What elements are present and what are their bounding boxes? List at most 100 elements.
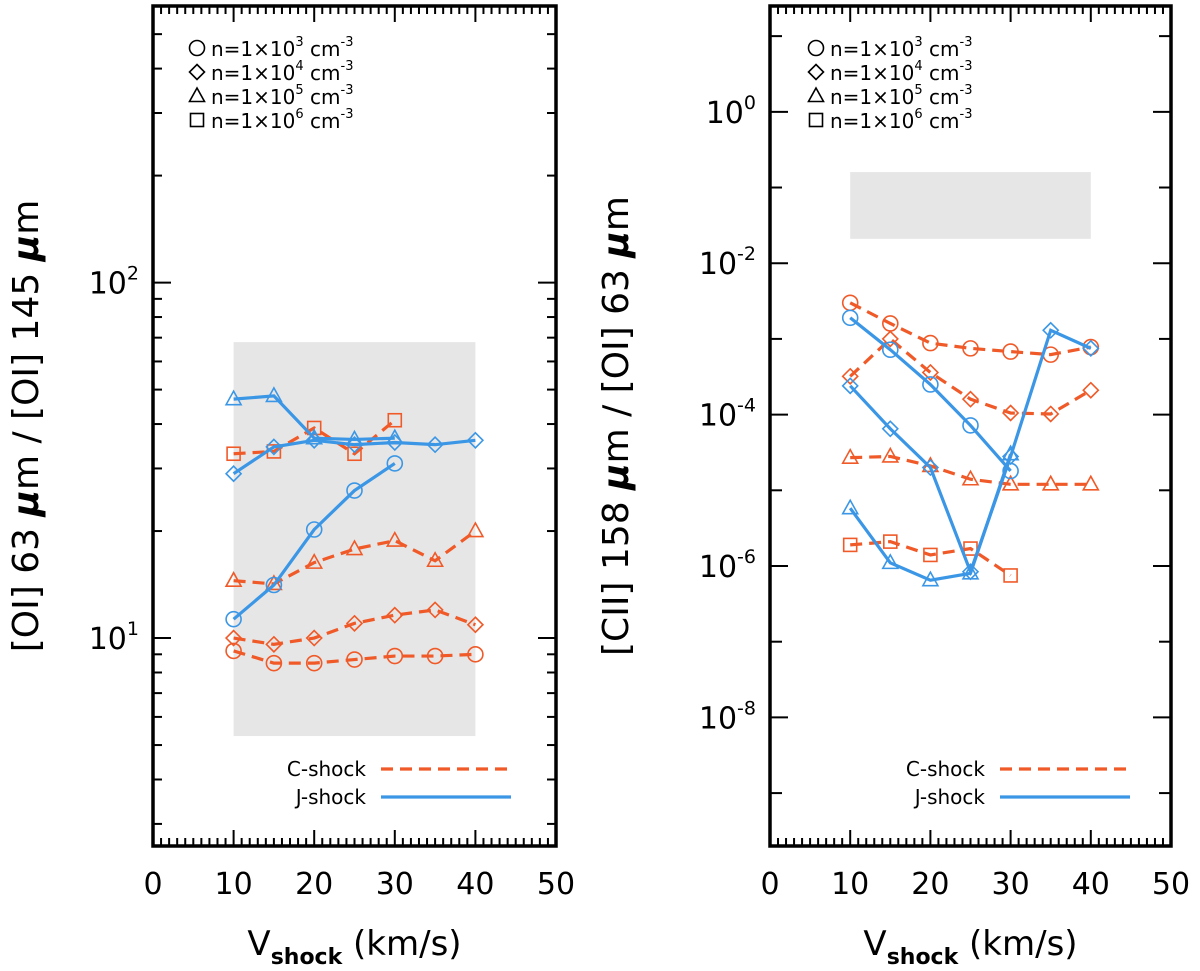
density-legend-label: n=1×103 cm-3 <box>830 35 972 61</box>
j-shock-point-circle <box>841 309 859 327</box>
j-shock-point-diamond <box>921 458 940 477</box>
c-shock-point-diamond <box>1001 404 1020 422</box>
c-shock-point-square <box>882 534 898 549</box>
c-shock-point-triangle <box>1081 474 1100 491</box>
c-shock-line-n1e3 <box>233 649 476 665</box>
x-tick-label: 0 <box>143 867 162 902</box>
c-shock-point-circle <box>467 646 484 663</box>
density-legend-label: n=1×103 cm-3 <box>211 35 353 61</box>
plot-frame <box>768 4 1173 848</box>
j-shock-point-triangle <box>305 428 324 445</box>
j-shock-point-diamond <box>881 420 899 438</box>
x-tick-label: 10 <box>831 867 869 902</box>
density-legend: n=1×103 cm-3n=1×104 cm-3n=1×105 cm-3n=1×… <box>188 35 353 133</box>
c-shock-point-diamond <box>466 616 485 634</box>
j-shock-line-n1e5 <box>848 453 1013 582</box>
j-shock-point-diamond <box>224 465 243 483</box>
c-shock-point-triangle <box>265 574 283 591</box>
x-tick-label: 50 <box>537 867 575 902</box>
c-shock-point-circle <box>1082 338 1100 356</box>
x-tick-label: 10 <box>215 867 253 902</box>
c-shock-legend-label: C-shock <box>906 757 986 781</box>
c-shock-point-circle <box>346 651 363 668</box>
c-shock-line-n1e4 <box>233 608 476 646</box>
c-shock-point-circle <box>305 654 323 672</box>
c-shock-point-diamond <box>921 363 940 382</box>
c-shock-point-square <box>306 420 322 436</box>
j-shock-point-circle <box>265 576 283 594</box>
j-shock-point-diamond <box>1082 339 1100 357</box>
y-tick-label: 101 <box>89 618 139 657</box>
c-shock-point-triangle <box>961 469 980 486</box>
j-shock-point-triangle <box>961 563 980 580</box>
y-tick-label: 10-4 <box>699 395 756 434</box>
plot-frame <box>151 4 558 848</box>
j-shock-point-circle <box>962 417 979 434</box>
y-axis-label: [CII] 158 μm / [OI] 63 μm <box>596 196 637 656</box>
c-shock-point-triangle <box>426 551 444 568</box>
c-shock-legend-label: C-shock <box>287 757 367 781</box>
density-legend-label: n=1×105 cm-3 <box>830 83 972 109</box>
density-legend: n=1×103 cm-3n=1×104 cm-3n=1×105 cm-3n=1×… <box>807 35 972 133</box>
c-shock-point-circle <box>1002 343 1019 360</box>
x-axis-label: Vshock (km/s) <box>247 924 461 970</box>
c-shock-point-triangle <box>305 552 324 569</box>
j-shock-point-circle <box>386 455 404 472</box>
j-shock-point-triangle <box>345 429 364 446</box>
density-legend-label: n=1×104 cm-3 <box>830 59 972 85</box>
x-tick-label: 40 <box>1072 867 1110 902</box>
c-shock-point-triangle <box>1001 474 1020 491</box>
c-shock-point-triangle <box>841 448 860 464</box>
j-shock-point-triangle <box>841 498 860 515</box>
legend-triangle-marker <box>807 86 825 103</box>
j-shock-point-circle <box>922 376 939 393</box>
j-shock-point-triangle <box>265 386 283 403</box>
c-shock-point-diamond <box>265 635 283 653</box>
y-tick-label: 102 <box>89 263 139 302</box>
c-shock-point-triangle <box>881 446 900 463</box>
shock-legend: C-shock J-shock <box>906 757 1130 809</box>
j-shock-line-n1e5 <box>233 394 395 442</box>
c-shock-line-n1e4 <box>849 336 1092 416</box>
legend-diamond-marker <box>188 63 206 81</box>
x-tick-label: 50 <box>1152 867 1190 902</box>
j-shock-legend-label: J-shock <box>294 785 367 809</box>
j-shock-legend-label: J-shock <box>913 785 986 809</box>
j-shock-point-triangle <box>921 570 940 587</box>
c-shock-point-circle <box>386 647 404 665</box>
c-shock-point-square <box>1003 568 1018 583</box>
c-shock-point-diamond <box>881 330 899 348</box>
observed-range-box <box>850 172 1091 239</box>
density-legend-label: n=1×105 cm-3 <box>211 83 353 109</box>
j-shock-point-circle <box>225 610 242 628</box>
j-shock-point-diamond <box>426 436 444 454</box>
y-tick-label: 10-6 <box>699 546 756 585</box>
c-shock-point-diamond <box>345 614 364 632</box>
x-tick-label: 0 <box>760 867 779 902</box>
legend-diamond-marker <box>807 63 825 81</box>
c-shock-point-circle <box>426 647 444 665</box>
y-tick-label: 10-8 <box>699 697 756 736</box>
c-shock-line-n1e6 <box>850 539 1012 577</box>
c-shock-point-circle <box>962 340 979 357</box>
c-shock-line-n1e3 <box>849 301 1092 357</box>
c-shock-point-diamond <box>305 629 323 647</box>
legend-triangle-marker <box>188 86 206 103</box>
c-shock-point-square <box>923 547 938 563</box>
c-shock-point-diamond <box>386 606 404 624</box>
shock-legend: C-shock J-shock <box>287 757 511 809</box>
j-shock-point-triangle <box>224 389 243 406</box>
j-shock-point-diamond <box>1042 321 1060 339</box>
right-panel: 0 10 20 30 40 50 10-8 10-6 10-4 10-2 100 n=1×103 cm… <box>596 4 1190 970</box>
x-tick-label: 20 <box>295 867 333 902</box>
j-shock-point-circle <box>881 341 899 359</box>
x-tick-label: 40 <box>456 867 494 902</box>
j-shock-point-triangle <box>1001 444 1020 461</box>
c-shock-point-square <box>347 446 362 462</box>
c-shock-point-diamond <box>1042 405 1060 423</box>
legend-square-marker <box>189 112 205 128</box>
density-legend-label: n=1×106 cm-3 <box>830 107 972 133</box>
y-tick-label: 10-2 <box>699 243 756 282</box>
c-shock-point-triangle <box>224 571 243 587</box>
